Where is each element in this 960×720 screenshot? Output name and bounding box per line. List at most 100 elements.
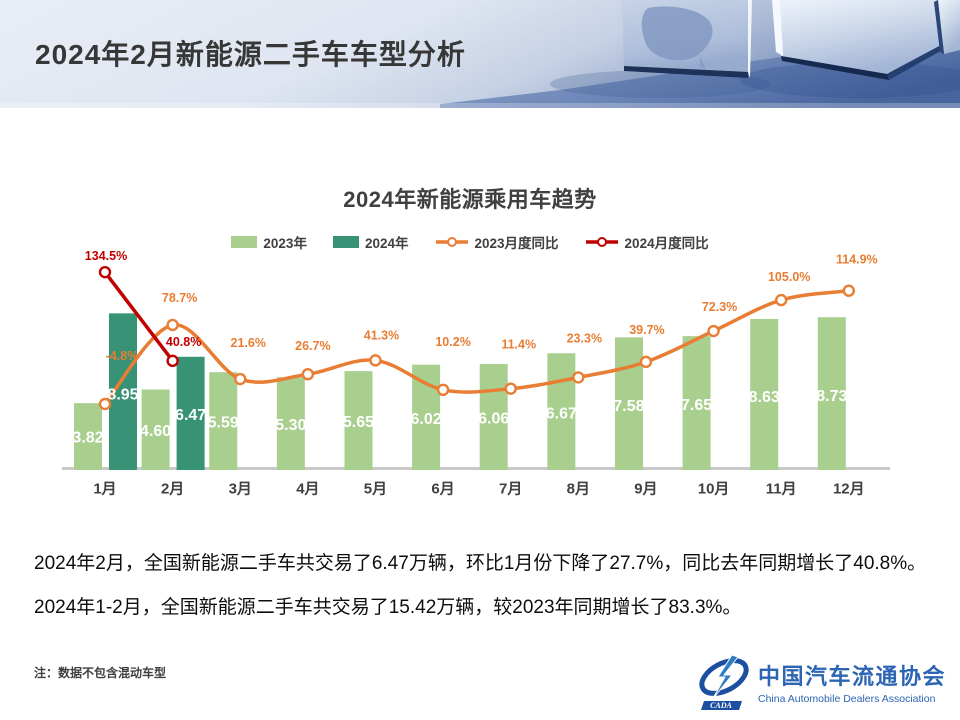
summary-paragraph-2: 2024年1-2月，全国新能源二手车共交易了15.42万辆，较2023年同期增长… <box>34 597 742 618</box>
summary-paragraph-1: 2024年2月，全国新能源二手车共交易了6.47万辆，环比1月份下降了27.7%… <box>34 553 927 574</box>
x-axis-label-3月: 3月 <box>229 481 252 498</box>
marker-2023yoy-10月 <box>707 324 720 338</box>
chart-section: 2024年新能源乘用车趋势 2023年 2024年 2023月度同比 <box>0 170 960 520</box>
pct-label-2023yoy: 78.7% <box>162 291 197 305</box>
legend-swatch-2023 <box>231 236 258 248</box>
pct-label-2024yoy: 134.5% <box>85 249 127 263</box>
marker-2023yoy-5月 <box>369 354 382 367</box>
bar-value-label: 5.59 <box>208 415 239 432</box>
bar-value-label: 6.02 <box>411 411 442 428</box>
bar-2023年-9月 <box>614 337 643 470</box>
pct-label-2023yoy: 26.7% <box>295 339 330 353</box>
bar-value-label: 3.82 <box>72 429 103 446</box>
logo-name-chinese: 中国汽车流通协会 <box>757 664 946 689</box>
x-axis-label-12月: 12月 <box>833 481 865 498</box>
x-axis-line <box>62 467 890 470</box>
pct-label-2023yoy: 11.4% <box>501 338 536 352</box>
bar-value-label: 8.95 <box>107 386 138 403</box>
marker-2024yoy-1月 <box>98 265 112 279</box>
x-axis-label-4月: 4月 <box>296 481 319 498</box>
marker-2023yoy-6月 <box>436 383 450 397</box>
legend-line-icon-2024yoy <box>585 237 618 247</box>
bar-2023年-5月 <box>344 371 373 470</box>
marker-2023yoy-9月 <box>639 355 653 369</box>
pct-label-2023yoy: 10.2% <box>435 335 470 349</box>
legend-item-2023-bar: 2023年 <box>231 232 307 252</box>
bar-value-label: 4.60 <box>140 423 171 440</box>
bar-value-label: 5.30 <box>275 417 306 434</box>
marker-2023yoy-2月 <box>166 318 179 332</box>
organization-logo: CADA 中国汽车流通协会 China Automobile Dealers A… <box>698 653 946 711</box>
marker-2023yoy-8月 <box>572 371 585 384</box>
chart-title: 2024年新能源乘用车趋势 <box>343 187 597 212</box>
page-title: 2024年2月新能源二手车车型分析 <box>35 39 466 70</box>
bar-2023年-4月 <box>276 377 305 470</box>
marker-2023yoy-1月 <box>98 397 112 411</box>
summary-text: 2024年2月，全国新能源二手车共交易了6.47万辆，环比1月份下降了27.7%… <box>34 550 934 638</box>
marker-2023yoy-11月 <box>775 293 788 307</box>
bar-value-label: 6.47 <box>175 407 206 424</box>
decor-cube-large <box>772 0 946 80</box>
x-axis-label-2月: 2月 <box>161 481 184 498</box>
bar-2023年-12月 <box>817 317 846 470</box>
pct-label-2023yoy: 21.6% <box>231 336 266 350</box>
legend-label-2024: 2024年 <box>364 236 409 251</box>
legend-item-2024-yoy-line: 2024月度同比 <box>585 232 709 252</box>
bar-2023年-3月 <box>209 372 238 470</box>
marker-2023yoy-3月 <box>234 372 247 386</box>
x-axis-label-11月: 11月 <box>766 481 797 498</box>
cada-acronym: CADA <box>710 701 732 710</box>
x-axis-label-10月: 10月 <box>698 481 730 498</box>
pct-label-2023yoy: 39.7% <box>629 323 664 337</box>
bar-2023年-1月 <box>74 403 102 470</box>
x-axis-label-9月: 9月 <box>634 481 657 498</box>
legend-item-2023-yoy-line: 2023月度同比 <box>435 232 559 252</box>
x-axis-label-8月: 8月 <box>567 481 590 498</box>
bar-value-label: 7.65 <box>681 397 712 414</box>
pct-label-2023yoy: 105.0% <box>768 270 810 284</box>
header-background-image <box>0 0 960 108</box>
marker-2024yoy-2月 <box>166 354 179 368</box>
bar-2023年-11月 <box>750 318 779 470</box>
logo-text: 中国汽车流通协会 China Automobile Dealers Associ… <box>758 659 946 705</box>
legend-label-2024yoy: 2024月度同比 <box>624 236 709 251</box>
legend-label-2023yoy: 2023月度同比 <box>474 236 559 251</box>
line-2024-yoy <box>103 271 175 362</box>
legend-swatch-2024 <box>332 236 359 248</box>
bar-2023年-7月 <box>479 363 508 470</box>
logo-name-english: China Automobile Dealers Association <box>757 693 936 705</box>
pct-label-2024yoy: 40.8% <box>166 335 201 349</box>
bar-value-label: 5.65 <box>343 414 374 431</box>
bar-2023年-10月 <box>682 336 711 470</box>
chart-legend: 2023年 2024年 2023月度同比 2024月度同比 <box>0 232 940 252</box>
x-axis-label-5月: 5月 <box>364 481 387 498</box>
legend-label-2023: 2023年 <box>263 236 307 251</box>
bar-2024年-2月 <box>176 356 205 470</box>
x-axis-label-7月: 7月 <box>499 481 522 498</box>
cada-emblem-icon: CADA <box>699 654 749 710</box>
bar-value-label: 6.67 <box>546 405 577 422</box>
x-axis-label-1月: 1月 <box>93 481 116 498</box>
marker-2023yoy-4月 <box>301 367 315 381</box>
x-axis-label-6月: 6月 <box>431 481 454 498</box>
legend-line-icon-2023yoy <box>435 237 468 247</box>
legend-item-2024-bar: 2024年 <box>332 232 409 252</box>
bar-2023年-8月 <box>547 353 576 470</box>
marker-2023yoy-12月 <box>842 284 856 297</box>
decor-cube-sliver <box>934 0 960 54</box>
bar-value-label: 8.63 <box>749 389 780 406</box>
bar-value-label: 7.58 <box>613 398 644 415</box>
bar-value-label: 8.73 <box>816 388 847 405</box>
footnote: 注：数据不包含混动车型 <box>34 666 167 680</box>
bar-2023年-2月 <box>141 389 170 470</box>
pct-label-2023yoy: 23.3% <box>567 331 602 345</box>
pct-label-2023yoy: -4.8% <box>106 349 139 363</box>
bar-value-label: 6.06 <box>478 411 509 428</box>
combo-chart: 3.82 4.60 5.59 5.30 5.65 6.02 6.06 6.67 7.58 7.65… <box>62 249 890 498</box>
decor-cube-small <box>622 0 752 78</box>
pct-label-2023yoy: 72.3% <box>702 300 737 314</box>
slide-header: 2024年2月新能源二手车车型分析 <box>0 0 960 108</box>
pct-label-2023yoy: 41.3% <box>364 328 399 342</box>
pct-label-2023yoy: 114.9% <box>836 253 878 267</box>
